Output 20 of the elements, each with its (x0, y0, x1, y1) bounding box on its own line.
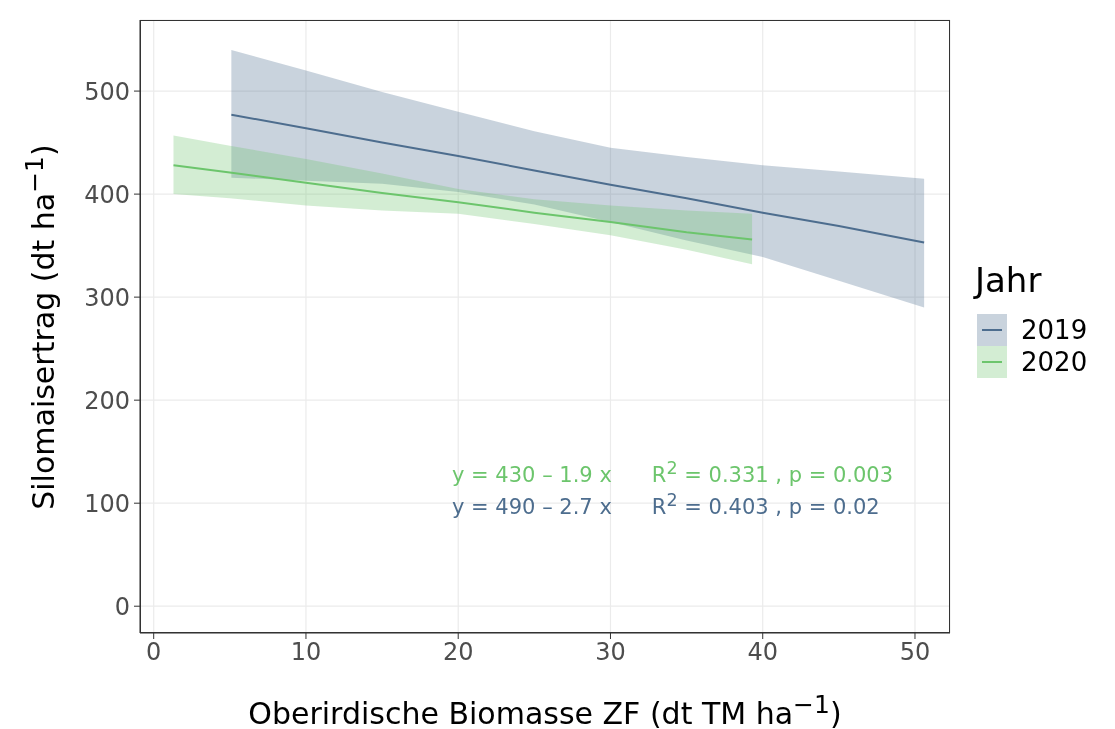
legend-title: Jahr (975, 260, 1043, 300)
x-tick-label: 10 (290, 638, 322, 667)
y-tick-label: 300 (84, 283, 130, 312)
legend-label: 2020 (1021, 347, 1088, 377)
line-series (230, 113, 926, 244)
y-tick-label: 0 (114, 592, 130, 621)
y-tick-label: 100 (84, 489, 130, 518)
y-tick-label: 500 (84, 77, 130, 106)
annotation: y = 430 – 1.9 x R$^{2}$ = 0.331 , p = 0.003 (452, 458, 894, 487)
y-tick-label: 200 (84, 386, 130, 415)
x-tick-label: 30 (595, 638, 626, 667)
x-tick-label: 50 (899, 638, 931, 667)
annotation: y = 490 – 2.7 x R$^{2}$ = 0.403 , p = 0.02 (452, 490, 880, 519)
y-tick-label: 400 (84, 180, 130, 209)
x-tick-label: 20 (442, 638, 474, 667)
line-series (172, 164, 754, 241)
legend-label: 2019 (1021, 315, 1088, 345)
x-tick-label: 0 (146, 638, 162, 667)
x-axis-title: Oberirdische Biomasse ZF (dt TM ha$^{−1}$) (247, 690, 843, 729)
x-tick-label: 40 (747, 638, 778, 667)
